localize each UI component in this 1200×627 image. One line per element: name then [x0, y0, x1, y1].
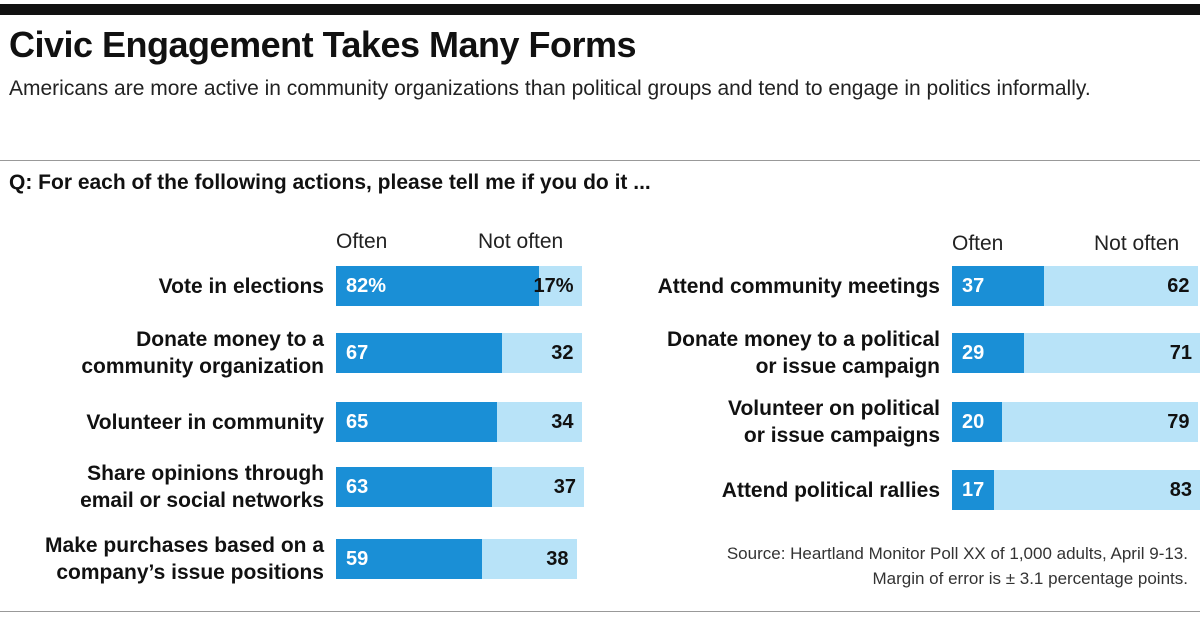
right-bar-not-often: [1023, 333, 1200, 373]
right-bar-often: [952, 333, 1024, 373]
right-bar-not-often: [1043, 266, 1198, 306]
right-column-header-often: Often: [952, 232, 1004, 255]
right-value-often: 20: [962, 411, 985, 433]
right-value-not-often: 79: [1167, 411, 1190, 433]
left-row-label: Share opinions through email or social ne…: [80, 462, 324, 512]
left-row-label: Vote in elections: [158, 274, 324, 298]
right-value-not-often: 71: [1169, 342, 1192, 364]
right-value-not-often: 83: [1169, 479, 1192, 501]
chart-subtitle: Americans are more active in community o…: [9, 77, 1091, 100]
right-bar-not-often: [1001, 402, 1198, 442]
left-bar-often: [336, 539, 483, 579]
left-column-header-not-often: Not often: [478, 230, 564, 253]
survey-question: Q: For each of the following actions, pl…: [9, 171, 651, 194]
left-value-not-often: 34: [551, 411, 574, 433]
left-value-not-often: 37: [553, 476, 576, 498]
source-note: Source: Heartland Monitor Poll XX of 1,0…: [588, 541, 1188, 591]
top-rule: [0, 4, 1200, 15]
right-column-header-not-often: Not often: [1094, 232, 1180, 255]
bottom-rule: [0, 611, 1200, 612]
right-value-often: 29: [962, 342, 985, 364]
left-bar-often: [336, 467, 493, 507]
left-row-label: Donate money to a community organization: [81, 328, 324, 378]
right-value-not-often: 62: [1167, 275, 1190, 297]
right-bar-often: [952, 470, 995, 510]
right-row-label: Attend community meetings: [657, 274, 940, 298]
left-bar-often: [336, 333, 503, 373]
left-value-not-often: 32: [551, 342, 574, 364]
left-bar-often: [336, 266, 540, 306]
chart-title: Civic Engagement Takes Many Forms: [9, 24, 637, 65]
source-line-1: Source: Heartland Monitor Poll XX of 1,0…: [726, 544, 1188, 563]
right-bar-often: [952, 266, 1044, 306]
left-value-often: 63: [346, 476, 369, 498]
left-value-often: 59: [346, 548, 369, 570]
left-value-often: 65: [346, 411, 369, 433]
right-bar-not-often: [994, 470, 1200, 510]
right-value-often: 17: [962, 479, 985, 501]
left-row-label: Volunteer in community: [86, 410, 324, 434]
source-line-2: Margin of error is ± 3.1 percentage poin…: [872, 569, 1189, 588]
right-value-often: 37: [962, 275, 985, 297]
left-bar-not-often: [482, 539, 577, 579]
left-bar-often: [336, 402, 498, 442]
right-bar-often: [952, 402, 1002, 442]
left-bar-not-often: [492, 467, 584, 507]
left-bar-not-often: [502, 333, 582, 373]
left-row-label: Make purchases based on a company’s issue…: [45, 534, 324, 584]
right-row-label: Attend political rallies: [721, 478, 940, 502]
right-row-label: Volunteer on political or issue campaigns: [728, 397, 940, 447]
left-value-not-often: 17%: [533, 275, 574, 297]
left-value-not-often: 38: [546, 548, 569, 570]
right-row-label: Donate money to a political or issue camp…: [666, 328, 940, 378]
left-value-often: 67: [346, 342, 369, 364]
divider: [0, 160, 1200, 161]
left-value-often: 82%: [346, 275, 387, 297]
left-bar-not-often: [497, 402, 582, 442]
left-column-header-often: Often: [336, 230, 388, 253]
left-bar-not-often: [539, 266, 582, 306]
